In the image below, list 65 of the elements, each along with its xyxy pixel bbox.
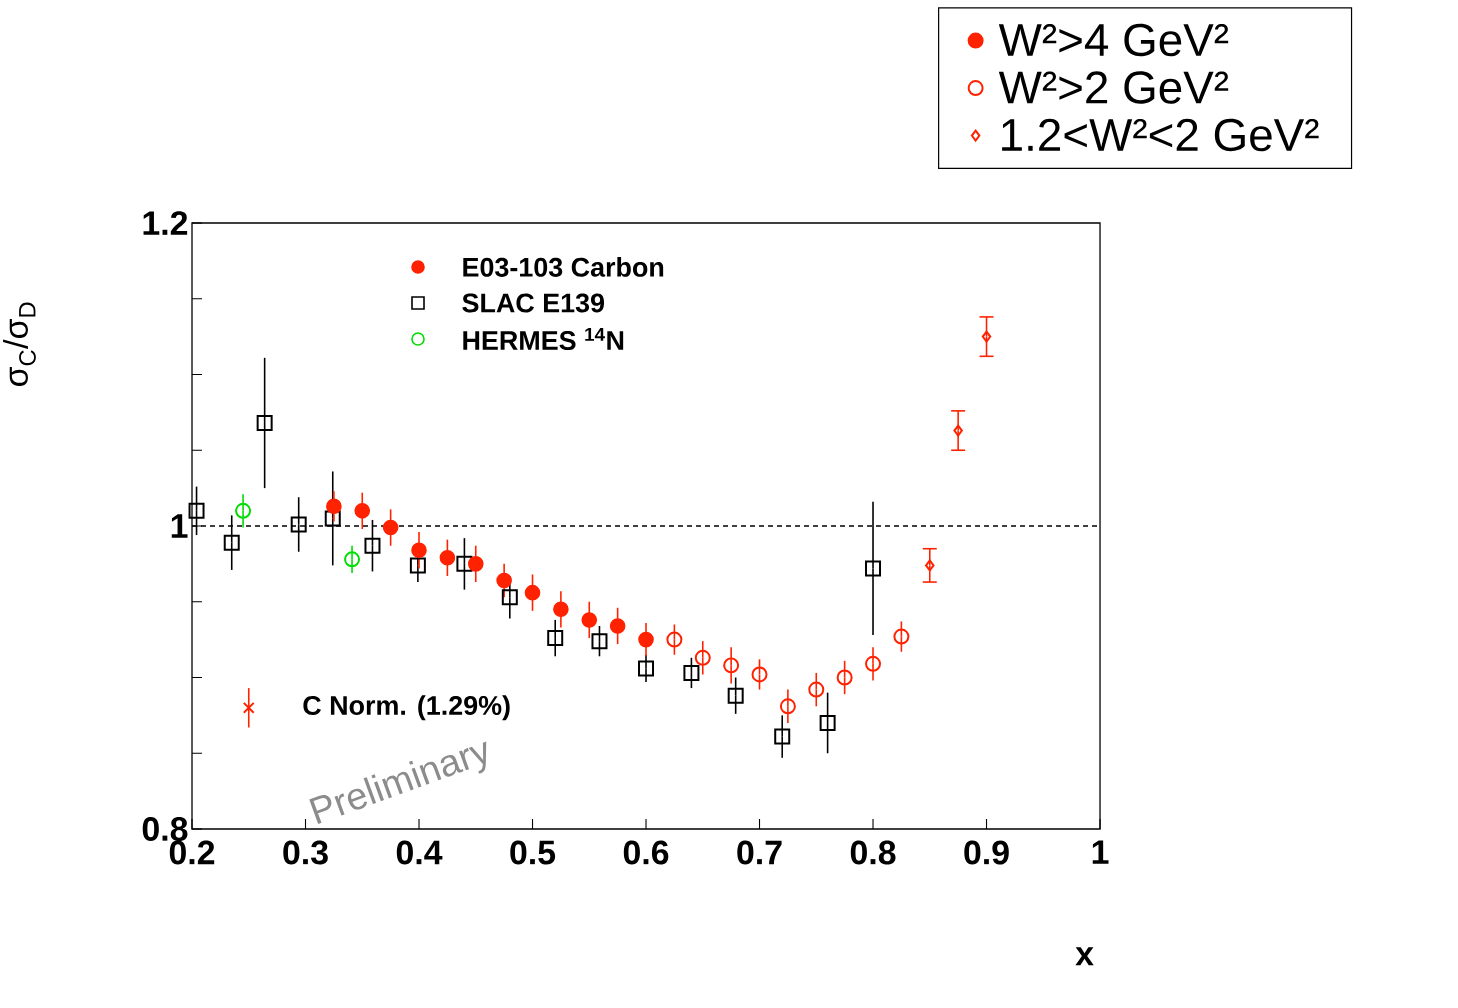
point xyxy=(324,510,341,527)
point xyxy=(235,502,252,519)
y-tick-label: 1 xyxy=(171,514,188,538)
point xyxy=(344,551,361,568)
legend-label: SLAC E139 xyxy=(462,293,605,313)
point xyxy=(501,589,518,606)
x-tick-label: 0.2 xyxy=(169,840,215,865)
x-tick-label: 0.5 xyxy=(510,840,556,865)
point xyxy=(865,655,882,672)
point xyxy=(411,542,427,559)
point xyxy=(326,498,342,515)
point xyxy=(981,330,992,343)
point xyxy=(591,633,608,650)
legend-label: 1.2<W²<2 GeV² xyxy=(1002,118,1319,152)
x-tick-label: 0.8 xyxy=(850,840,896,865)
x-tick-label: 0.3 xyxy=(283,840,328,865)
point xyxy=(666,631,683,648)
point xyxy=(188,502,205,519)
point xyxy=(354,503,371,519)
point xyxy=(836,669,853,686)
legend-label: W²>2 GeV² xyxy=(998,71,1229,104)
point xyxy=(581,612,598,628)
point xyxy=(751,666,768,683)
point xyxy=(865,560,882,577)
annotation: E03-103 Carbon xyxy=(463,257,664,277)
point xyxy=(439,550,456,566)
series-label: C Norm. (1.29%) xyxy=(303,695,510,721)
y-axis-title: σ$_{C}$/σ$_{D}$ xyxy=(3,302,36,386)
point xyxy=(638,631,654,648)
point xyxy=(547,630,564,647)
point xyxy=(723,657,740,674)
point xyxy=(694,649,711,666)
point xyxy=(467,556,484,572)
point xyxy=(382,519,399,536)
point xyxy=(774,728,791,745)
point xyxy=(925,559,935,572)
legend-label: W²>4 GeV² xyxy=(998,23,1229,57)
point xyxy=(779,698,796,715)
legend-label: HERMES $^{14}$N xyxy=(463,327,624,351)
point xyxy=(524,584,541,601)
point xyxy=(364,537,381,554)
point xyxy=(638,660,655,677)
x-axis-title: x xyxy=(1075,947,1094,966)
point xyxy=(456,555,473,572)
point xyxy=(808,681,825,698)
y-tick-label: 0.8 xyxy=(142,817,188,841)
point xyxy=(893,628,910,645)
point xyxy=(727,687,744,704)
x-tick-label: 0.6 xyxy=(623,840,669,865)
x-tick-label: 0.9 xyxy=(964,840,1009,865)
x-tick-label: 0.7 xyxy=(737,840,782,865)
y-tick-label: 1.2 xyxy=(143,211,188,235)
point xyxy=(290,516,307,533)
point xyxy=(256,414,273,431)
point xyxy=(609,618,626,634)
point xyxy=(242,701,255,714)
point xyxy=(496,572,512,589)
point xyxy=(683,664,700,681)
point xyxy=(409,557,426,574)
x-tick-label: 0.4 xyxy=(396,840,443,865)
point xyxy=(223,534,240,551)
point xyxy=(953,424,963,437)
point xyxy=(819,714,836,731)
x-tick-label: 1 xyxy=(1092,840,1109,864)
point xyxy=(553,601,569,618)
